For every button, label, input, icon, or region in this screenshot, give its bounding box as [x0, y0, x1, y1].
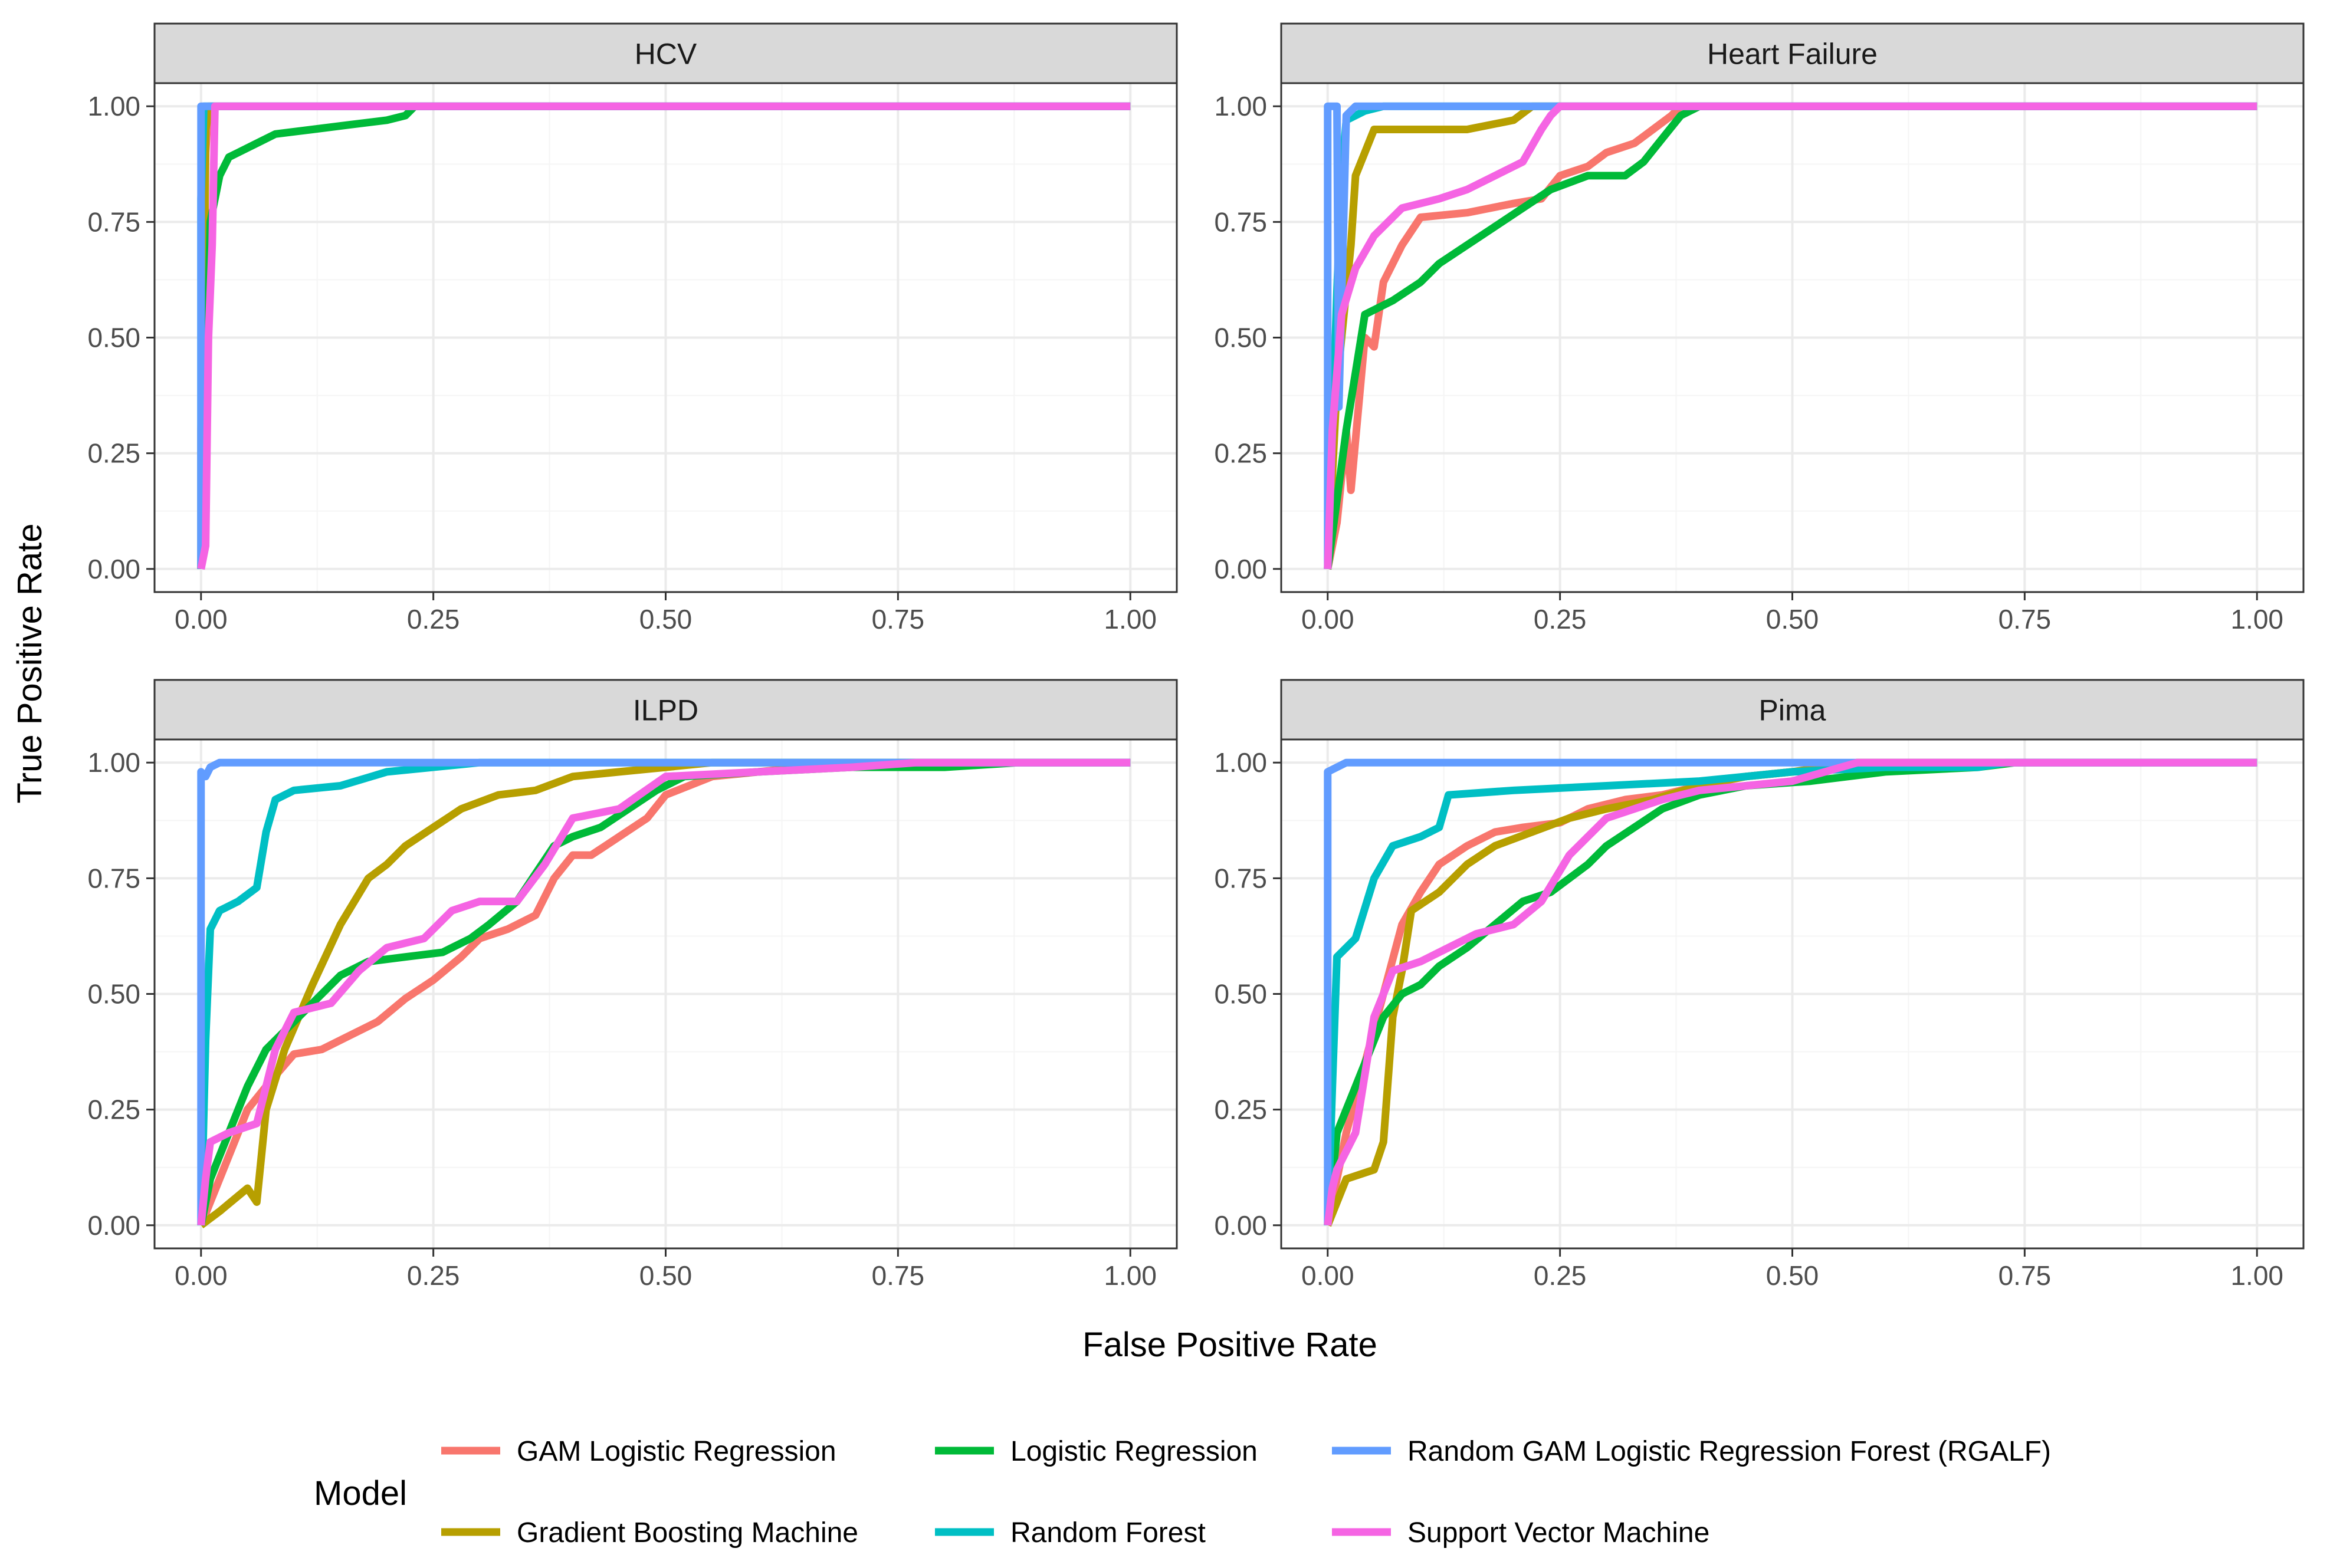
facet-panel-pima: Pima 0.00 0.25 0.50 0.75 1.00 0.00 0.25 0.50 0.75…	[1214, 679, 2305, 1291]
facet-strip-title: ILPD	[633, 694, 698, 727]
legend-key-label: Support Vector Machine	[1407, 1517, 1709, 1549]
y-axis-title: True Positive Rate	[11, 524, 49, 804]
legend: Model GAM Logistic Regression Gradient Bo…	[314, 1436, 2051, 1549]
legend-item-logistic-regression: Logistic Regression	[935, 1436, 1258, 1467]
x-tick-label: 1.00	[1104, 604, 1157, 635]
legend-item-support-vector-machine: Support Vector Machine	[1332, 1517, 1709, 1549]
y-tick-label: 0.25	[87, 438, 140, 469]
x-tick-label: 0.25	[407, 604, 460, 635]
y-tick-label: 0.25	[1214, 1094, 1267, 1125]
series-line-random-gam-logistic-regression-forest-rgalf	[1324, 102, 2257, 569]
series-line-support-vector-machine	[1324, 102, 2257, 570]
x-tick-label: 0.00	[175, 604, 228, 635]
x-tick-label: 1.00	[2230, 604, 2283, 635]
y-tick-label: 0.00	[1214, 1210, 1267, 1241]
legend-item-random-gam-logistic-regression-forest-rgalf: Random GAM Logistic Regression Forest (R…	[1332, 1436, 2051, 1467]
facet-panel-heart-failure: Heart Failure 0.00 0.25 0.50 0.75 1.00 0.00 0.2…	[1214, 22, 2305, 635]
legend-item-random-forest: Random Forest	[935, 1517, 1206, 1549]
x-tick-label: 0.75	[872, 1260, 925, 1291]
y-tick-label: 0.50	[87, 323, 140, 353]
series-line-random-gam-logistic-regression-forest-rgalf	[197, 758, 1131, 1225]
legend-key-label: Random Forest	[1010, 1517, 1206, 1549]
series-line-support-vector-machine	[197, 102, 1131, 570]
y-tick-label: 0.75	[1214, 206, 1267, 237]
x-tick-label: 0.75	[1998, 1260, 2052, 1291]
x-tick-label: 1.00	[2230, 1260, 2283, 1291]
x-tick-label: 0.50	[639, 604, 693, 635]
legend-key-label: GAM Logistic Regression	[517, 1436, 836, 1467]
facet-strip	[153, 22, 1178, 84]
facet-panels: HCV 0.00 0.25 0.50 0.75 1.00 0.00 0.25 0.50 0.75 1…	[87, 22, 2305, 1291]
x-tick-label: 1.00	[1104, 1260, 1157, 1291]
y-tick-label: 0.00	[1214, 554, 1267, 584]
y-tick-label: 0.00	[87, 1210, 140, 1241]
y-tick-label: 0.00	[87, 554, 140, 584]
series-line-gradient-boosting-machine	[198, 758, 1131, 1229]
facet-strip-title: HCV	[635, 38, 697, 71]
x-tick-label: 0.75	[872, 604, 925, 635]
x-tick-label: 0.75	[1998, 604, 2052, 635]
x-tick-label: 0.00	[1301, 1260, 1354, 1291]
series-line-support-vector-machine	[197, 758, 1131, 1226]
y-tick-label: 1.00	[1214, 747, 1267, 778]
series-line-support-vector-machine	[1324, 758, 2257, 1226]
x-tick-label: 0.00	[175, 1260, 228, 1291]
series-line-random-forest	[1324, 758, 2257, 1226]
x-tick-label: 0.50	[1766, 1260, 1819, 1291]
y-tick-label: 0.25	[87, 1094, 140, 1125]
series-line-random-gam-logistic-regression-forest-rgalf	[1324, 758, 2257, 1225]
y-tick-label: 0.75	[87, 206, 140, 237]
x-tick-label: 0.50	[1766, 604, 1819, 635]
facet-panel-hcv: HCV 0.00 0.25 0.50 0.75 1.00 0.00 0.25 0.50 0.75 1…	[87, 22, 1178, 635]
y-tick-label: 0.75	[1214, 863, 1267, 893]
legend-keys: GAM Logistic Regression Gradient Boosting…	[441, 1436, 2051, 1549]
x-tick-label: 0.25	[1534, 604, 1587, 635]
legend-key-label: Random GAM Logistic Regression Forest (R…	[1407, 1436, 2051, 1467]
facet-strip-title: Pima	[1759, 694, 1826, 727]
y-tick-label: 0.75	[87, 863, 140, 893]
facet-strip	[1280, 22, 2305, 84]
facet-strip-title: Heart Failure	[1707, 38, 1878, 71]
y-tick-label: 1.00	[1214, 91, 1267, 121]
series-line-gam-logistic-regression	[1324, 102, 2257, 570]
x-tick-label: 0.25	[1534, 1260, 1587, 1291]
y-tick-label: 1.00	[87, 91, 140, 121]
y-tick-label: 0.50	[1214, 323, 1267, 353]
legend-item-gam-logistic-regression: GAM Logistic Regression	[441, 1436, 836, 1467]
series-line-random-forest	[197, 758, 1131, 1225]
x-axis-title: False Positive Rate	[1082, 1326, 1377, 1364]
legend-title: Model	[314, 1474, 407, 1513]
series-line-logistic-regression	[1324, 102, 2257, 570]
x-tick-label: 0.50	[639, 1260, 693, 1291]
x-tick-label: 0.00	[1301, 604, 1354, 635]
y-tick-label: 0.50	[1214, 979, 1267, 1010]
y-tick-label: 0.50	[87, 979, 140, 1010]
legend-item-gradient-boosting-machine: Gradient Boosting Machine	[441, 1517, 858, 1549]
series-line-logistic-regression	[1324, 758, 2257, 1226]
legend-key-label: Gradient Boosting Machine	[517, 1517, 858, 1549]
legend-key-label: Logistic Regression	[1010, 1436, 1258, 1467]
y-tick-label: 0.25	[1214, 438, 1267, 469]
facet-panel-ilpd: ILPD 0.00 0.25 0.50 0.75 1.00 0.00 0.25 0.50 0.75…	[87, 679, 1178, 1291]
x-tick-label: 0.25	[407, 1260, 460, 1291]
y-tick-label: 1.00	[87, 747, 140, 778]
